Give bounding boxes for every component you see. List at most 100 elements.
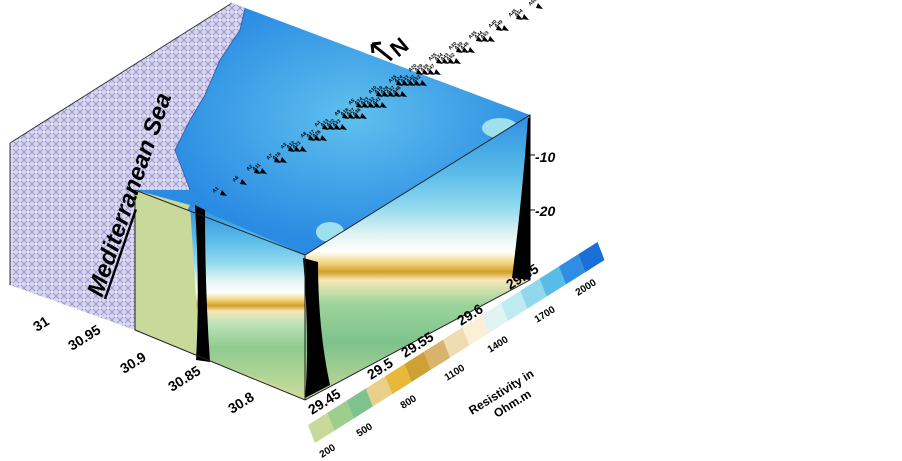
station-marker: A54 (513, 8, 529, 20)
lat-tick-label: 30.8 (225, 388, 257, 416)
station-label: A22 (325, 118, 336, 129)
station-marker: A41 (371, 96, 387, 108)
legend-color-swatch (404, 351, 431, 382)
station-label: A27 (345, 107, 356, 118)
station-label: A47 (425, 63, 436, 74)
station-triangle-icon (280, 157, 287, 163)
lat-tick-label: 30.85 (165, 362, 203, 394)
station-label: A8 (299, 131, 308, 140)
station-marker: A31 (331, 118, 347, 130)
station-marker: A40 (487, 19, 503, 31)
station-label: A2 (245, 164, 254, 173)
station-label: A4 (313, 120, 322, 129)
station-label: A45 (507, 8, 518, 19)
station-marker: A16 (271, 151, 287, 163)
station-triangle-icon (402, 80, 409, 86)
legend-value-label: 200 (318, 442, 338, 460)
station-marker: A35 (467, 30, 483, 42)
legend-title: Resistivity in Ohm.m (466, 366, 536, 420)
station-triangle-icon (536, 3, 543, 9)
station-label: A9 (333, 109, 342, 118)
station-marker: A29 (413, 63, 429, 75)
station-marker: A49 (493, 19, 509, 31)
station-label: A41 (371, 96, 382, 107)
station-marker: A46 (391, 85, 407, 97)
coast-hatch (135, 3, 245, 190)
station-triangle-icon (220, 190, 227, 196)
legend-value-label: 1100 (443, 362, 468, 383)
station-triangle-icon (388, 91, 395, 97)
legend-color-swatch (462, 315, 489, 346)
station-label: A7 (265, 153, 274, 162)
station-triangle-icon (300, 146, 307, 152)
station-triangle-icon (454, 58, 461, 64)
station-triangle-icon (468, 47, 475, 53)
station-triangle-icon (260, 168, 267, 174)
station-marker: A48 (459, 41, 475, 53)
station-marker: A19 (373, 85, 389, 97)
station-triangle-icon (414, 80, 421, 86)
station-label: A38 (419, 63, 430, 74)
station-label: A39 (453, 41, 464, 52)
station-triangle-icon (320, 135, 327, 141)
legend-color-swatch (481, 303, 508, 334)
station-label: A37 (385, 85, 396, 96)
station-marker: A42 (405, 74, 421, 86)
station-triangle-icon (496, 25, 503, 31)
station-marker: A1 (211, 186, 227, 196)
station-label: A33 (399, 74, 410, 85)
station-label: A53 (479, 30, 490, 41)
legend-value-label: 800 (399, 393, 419, 411)
station-triangle-icon (408, 80, 415, 86)
station-marker: A14 (353, 96, 369, 108)
legend-color-swatch (423, 339, 451, 370)
station-label: A11 (251, 162, 262, 172)
station-marker: A34 (433, 52, 449, 64)
station-triangle-icon (354, 113, 361, 119)
station-label: A50 (527, 0, 538, 8)
station-triangle-icon (522, 14, 529, 20)
north-arrow: N (370, 32, 413, 62)
station-marker: A51 (411, 74, 427, 86)
station-label: A40 (487, 19, 498, 30)
station-marker: A36 (351, 107, 367, 119)
station-marker: A45 (507, 8, 523, 20)
front-section-face (305, 115, 530, 400)
station-marker: A53 (479, 30, 495, 42)
station-triangle-icon (328, 124, 335, 130)
station-marker: A22 (325, 118, 341, 130)
station-label: A28 (379, 85, 390, 96)
legend-color-swatch (346, 388, 373, 419)
lat-tick-label: 30.95 (65, 321, 103, 353)
station-marker: A15 (387, 74, 403, 86)
station-label: A48 (459, 41, 470, 52)
station-label: A23 (359, 96, 370, 107)
legend-color-swatch (385, 364, 412, 395)
station-marker: A39 (453, 41, 469, 53)
station-marker: A11 (251, 162, 267, 174)
legend-color-swatch (520, 278, 547, 309)
station-marker: A24 (393, 74, 409, 86)
station-triangle-icon (416, 69, 423, 75)
legend-color-swatch (501, 290, 528, 321)
station-triangle-icon (396, 80, 403, 86)
legend-value-label: 2000 (574, 277, 599, 298)
station-label: A43 (439, 52, 450, 63)
station-label: A20 (407, 63, 418, 74)
station-marker: A10 (367, 85, 383, 97)
depth-tick-label: -10 (535, 149, 555, 165)
station-label: A6 (231, 175, 240, 184)
legend-color-swatch (578, 242, 605, 273)
station-marker: A18 (339, 107, 355, 119)
station-marker: A28 (379, 85, 395, 97)
side-section-profile (190, 205, 305, 395)
station-triangle-icon (288, 146, 295, 152)
station-label: A12 (285, 140, 296, 151)
terrain-wedge (512, 118, 530, 280)
station-marker: A33 (399, 74, 415, 86)
station-label: A29 (413, 63, 424, 74)
station-marker: A30 (447, 41, 463, 53)
station-triangle-icon (400, 91, 407, 97)
station-marker: A47 (425, 63, 441, 75)
station-marker: A20 (407, 63, 423, 75)
